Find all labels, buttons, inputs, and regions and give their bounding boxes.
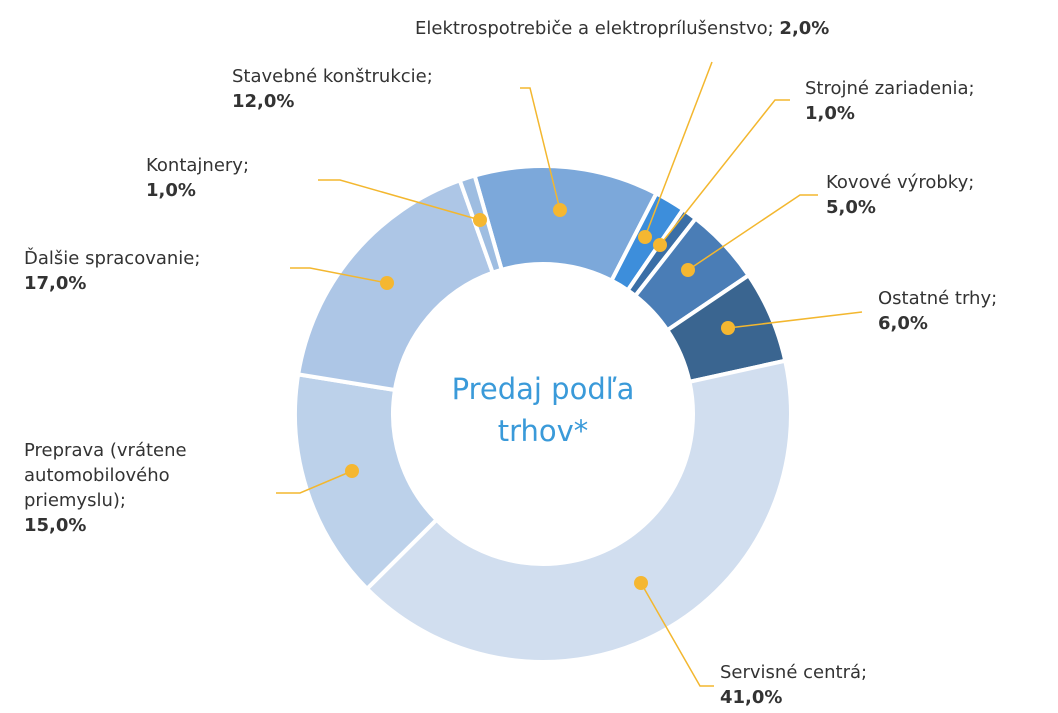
category-label: Strojné zariadenia; bbox=[805, 78, 975, 99]
value-label: 41,0% bbox=[720, 687, 783, 708]
value-label: 2,0% bbox=[779, 18, 830, 39]
chart-title: Predaj podľa trhov* bbox=[451, 372, 635, 448]
slice-label: Elektrospotrebiče a elektroprílušenstvo;… bbox=[415, 16, 829, 41]
slice-label: Kovové výrobky; 5,0% bbox=[826, 170, 974, 220]
leader-dot bbox=[721, 321, 735, 335]
value-label: 1,0% bbox=[805, 103, 855, 124]
value-label: 17,0% bbox=[24, 273, 87, 294]
leader-dot bbox=[638, 230, 652, 244]
donut-slice bbox=[295, 177, 496, 393]
leader-line bbox=[318, 179, 481, 221]
slice-label: Preprava (vrátene automobilového priemys… bbox=[24, 438, 229, 538]
leader-dot bbox=[380, 276, 394, 290]
leader-line bbox=[290, 267, 388, 284]
value-label: 6,0% bbox=[878, 313, 928, 334]
slice-label: Kontajnery; 1,0% bbox=[146, 153, 249, 203]
category-label: Preprava (vrátene automobilového priemys… bbox=[24, 440, 187, 511]
value-label: 5,0% bbox=[826, 197, 876, 218]
category-label: Ostatné trhy; bbox=[878, 288, 998, 309]
leader-line bbox=[644, 61, 713, 238]
leader-line bbox=[276, 470, 353, 494]
leader-dot bbox=[653, 238, 667, 252]
leader-line bbox=[520, 87, 561, 211]
value-label: 12,0% bbox=[232, 91, 295, 112]
value-label: 15,0% bbox=[24, 515, 87, 536]
leader-line bbox=[659, 99, 790, 246]
leader-line bbox=[727, 311, 863, 329]
leader-line bbox=[687, 194, 818, 271]
category-label: Elektrospotrebiče a elektroprílušenstvo; bbox=[415, 18, 774, 39]
leader-dot bbox=[345, 464, 359, 478]
category-label: Ďalšie spracovanie; bbox=[24, 248, 201, 269]
leader-dot bbox=[681, 263, 695, 277]
slice-label: Servisné centrá; 41,0% bbox=[720, 660, 867, 710]
category-label: Stavebné konštrukcie; bbox=[232, 66, 433, 87]
slice-label: Stavebné konštrukcie; 12,0% bbox=[232, 64, 433, 114]
slice-label: Ďalšie spracovanie; 17,0% bbox=[24, 246, 200, 296]
slice-label: Strojné zariadenia; 1,0% bbox=[805, 76, 975, 126]
slice-label: Ostatné trhy; 6,0% bbox=[878, 286, 997, 336]
value-label: 1,0% bbox=[146, 180, 196, 201]
donut-slice bbox=[364, 358, 793, 664]
leader-dot bbox=[473, 213, 487, 227]
category-label: Kontajnery; bbox=[146, 155, 250, 176]
category-label: Kovové výrobky; bbox=[826, 172, 975, 193]
leader-line bbox=[640, 582, 714, 687]
leader-dot bbox=[553, 203, 567, 217]
category-label: Servisné centrá; bbox=[720, 662, 868, 683]
leader-dot bbox=[634, 576, 648, 590]
